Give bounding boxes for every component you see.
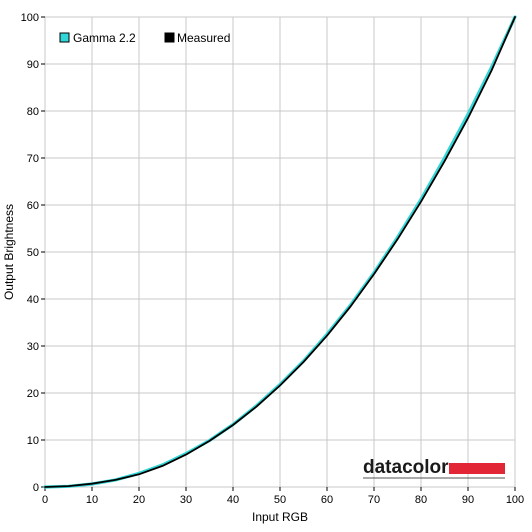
x-tick-label: 70 (368, 494, 380, 506)
legend-label-measured: Measured (177, 31, 230, 45)
x-tick-label: 20 (133, 494, 145, 506)
legend-swatch-measured (164, 32, 175, 43)
y-tick-label: 90 (27, 59, 39, 71)
x-tick-label: 30 (180, 494, 192, 506)
series-line-measured (44, 16, 516, 488)
grid-lines (44, 16, 516, 488)
y-tick-label: 40 (27, 294, 39, 306)
y-tick-label: 100 (21, 12, 39, 24)
y-tick-label: 50 (27, 247, 39, 259)
datacolor-logo-text: datacolor (363, 457, 449, 478)
legend: Gamma 2.2 Measured (59, 31, 230, 45)
y-tick-label: 60 (27, 200, 39, 212)
x-axis-title: Input RGB (252, 510, 308, 524)
x-tick-label: 0 (42, 494, 48, 506)
x-tick-label: 60 (321, 494, 333, 506)
y-tick-label: 10 (27, 435, 39, 447)
x-tick-label: 80 (415, 494, 427, 506)
axis-ticks: 0 10 20 30 40 50 60 70 80 90 100 0 10 20 30 40 50 60 70 80 9… (21, 12, 525, 506)
x-tick-label: 50 (274, 494, 286, 506)
x-tick-label: 100 (506, 494, 524, 506)
x-tick-label: 10 (86, 494, 98, 506)
x-tick-label: 40 (227, 494, 239, 506)
datacolor-logo: datacolor (363, 457, 505, 479)
y-axis-title: Output Brightness (2, 204, 16, 300)
legend-label-gamma: Gamma 2.2 (73, 31, 136, 45)
y-tick-label: 70 (27, 153, 39, 165)
y-tick-label: 20 (27, 388, 39, 400)
series-layer (43, 15, 517, 489)
legend-swatch-gamma (59, 32, 70, 43)
datacolor-logo-bar (449, 463, 505, 474)
y-tick-label: 0 (33, 482, 39, 494)
x-tick-label: 90 (462, 494, 474, 506)
y-tick-label: 80 (27, 106, 39, 118)
y-tick-label: 30 (27, 341, 39, 353)
